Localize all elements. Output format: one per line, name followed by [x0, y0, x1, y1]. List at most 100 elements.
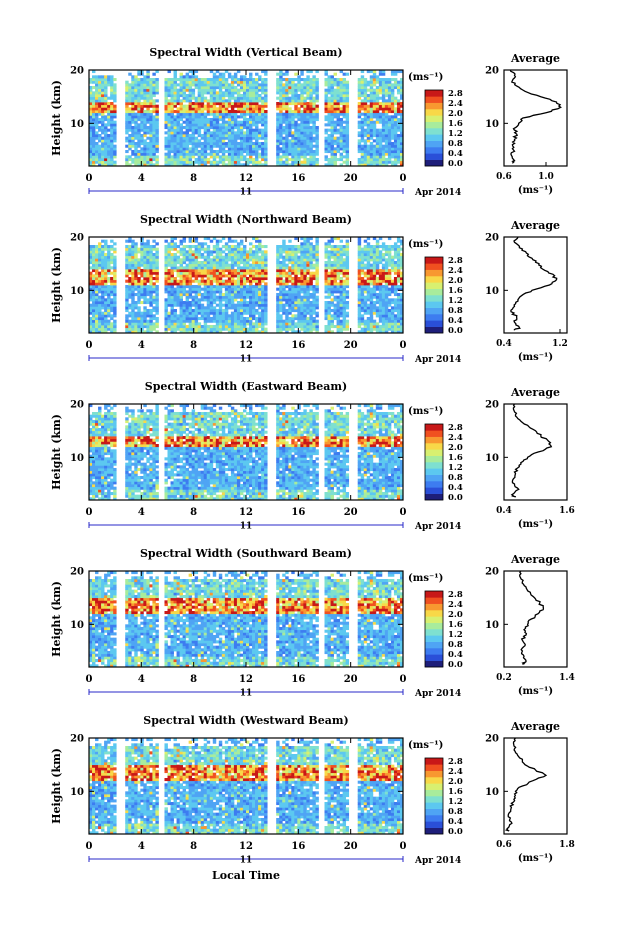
heatmap-cell: [143, 96, 147, 100]
heatmap-cell: [393, 144, 398, 148]
heatmap-cell: [113, 277, 117, 281]
heatmap-cell: [303, 147, 307, 151]
heatmap-cell: [375, 78, 380, 82]
heatmap-cell: [342, 80, 347, 84]
heatmap-cell: [399, 160, 404, 164]
heatmap-cell: [282, 163, 286, 167]
heatmap-cell: [242, 99, 247, 103]
heatmap-cell: [170, 91, 174, 95]
heatmap-cell: [146, 94, 150, 98]
heatmap-cell: [279, 298, 283, 302]
heatmap-cell: [375, 144, 380, 148]
heatmap-cell: [167, 104, 171, 108]
heatmap-cell: [149, 94, 153, 98]
heatmap-cell: [131, 80, 135, 84]
heatmap-cell: [143, 266, 147, 270]
heatmap-cell: [110, 245, 114, 249]
heatmap-cell: [279, 247, 283, 251]
heatmap-cell: [131, 245, 135, 249]
heatmap-cell: [300, 152, 304, 156]
heatmap-cell: [330, 115, 334, 119]
heatmap-cell: [185, 269, 190, 273]
heatmap-cell: [312, 245, 316, 249]
heatmap-cell: [134, 107, 138, 111]
heatmap-cell: [246, 322, 250, 326]
heatmap-cell: [224, 131, 229, 135]
heatmap-cell: [194, 314, 199, 318]
heatmap-cell: [399, 144, 404, 148]
heatmap-cell: [381, 118, 386, 122]
heatmap-cell: [188, 160, 193, 164]
heatmap-cell: [125, 330, 129, 334]
heatmap-cell: [236, 126, 241, 130]
heatmap-cell: [363, 80, 368, 84]
heatmap-cell: [339, 88, 344, 92]
heatmap-cell: [378, 144, 383, 148]
heatmap-cell: [261, 255, 265, 259]
heatmap-cell: [369, 144, 374, 148]
heatmap-cell: [369, 120, 374, 124]
heatmap-cell: [315, 110, 319, 114]
heatmap-cell: [252, 107, 256, 111]
heatmap-cell: [149, 287, 153, 291]
heatmap-cell: [191, 142, 196, 146]
heatmap-cell: [279, 293, 283, 297]
heatmap-cell: [249, 88, 253, 92]
heatmap-cell: [92, 245, 96, 249]
heatmap-cell: [197, 152, 202, 156]
heatmap-cell: [152, 317, 156, 321]
heatmap-cell: [176, 261, 180, 265]
heatmap-cell: [89, 245, 93, 249]
heatmap-cell: [264, 78, 268, 82]
heatmap-cell: [197, 245, 202, 249]
heatmap-cell: [236, 325, 241, 329]
heatmap-cell: [155, 144, 159, 148]
heatmap-cell: [155, 253, 159, 257]
heatmap-cell: [261, 150, 265, 154]
x-tick-label: 20: [344, 173, 358, 184]
heatmap-cell: [164, 298, 168, 302]
heatmap-cell: [218, 325, 223, 329]
heatmap-cell: [104, 247, 108, 251]
heatmap-cell: [252, 287, 256, 291]
heatmap-cell: [101, 239, 105, 243]
heatmap-cell: [179, 271, 183, 275]
heatmap-cell: [137, 285, 141, 289]
heatmap-cell: [255, 126, 259, 130]
heatmap-cell: [233, 250, 238, 254]
heatmap-cell: [107, 147, 111, 151]
heatmap-cell: [110, 160, 114, 164]
heatmap-cell: [215, 96, 220, 100]
heatmap-cell: [98, 258, 102, 262]
heatmap-cell: [345, 118, 350, 122]
heatmap-cell: [381, 128, 386, 132]
heatmap-cell: [239, 311, 244, 315]
heatmap-cell: [258, 88, 262, 92]
heatmap-cell: [89, 306, 93, 310]
heatmap-cell: [98, 80, 102, 84]
heatmap-cell: [227, 99, 232, 103]
heatmap-cell: [363, 128, 368, 132]
heatmap-cell: [170, 279, 174, 283]
heatmap-cell: [312, 144, 316, 148]
heatmap-cell: [182, 110, 187, 114]
heatmap-cell: [215, 139, 220, 143]
heatmap-cell: [221, 271, 226, 275]
heatmap-cell: [149, 144, 153, 148]
heatmap-cell: [279, 303, 283, 307]
heatmap-cell: [164, 78, 168, 82]
heatmap-cell: [291, 94, 295, 98]
heatmap-cell: [146, 118, 150, 122]
heatmap-cell: [239, 242, 244, 246]
heatmap-cell: [95, 94, 99, 98]
heatmap-cell: [360, 147, 365, 151]
heatmap-cell: [107, 160, 111, 164]
heatmap-cell: [137, 115, 141, 119]
heatmap-cell: [315, 144, 319, 148]
heatmap-cell: [372, 75, 377, 79]
heatmap-cell: [131, 327, 135, 331]
heatmap-cell: [303, 290, 307, 294]
heatmap-cell: [176, 94, 180, 98]
heatmap-cell: [276, 142, 280, 146]
heatmap-cell: [339, 131, 344, 135]
